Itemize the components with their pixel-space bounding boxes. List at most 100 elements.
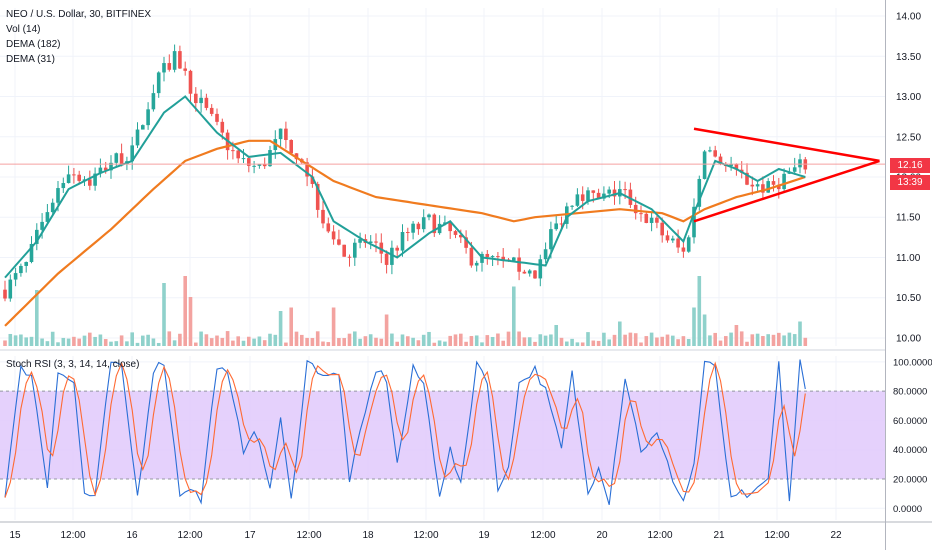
volume-bar	[623, 334, 627, 346]
time-tick-label: 21	[713, 530, 725, 541]
stoch-tick-label: 0.0000	[893, 504, 922, 515]
volume-bar	[517, 331, 521, 346]
volume-bar	[639, 342, 643, 346]
candle-body	[522, 271, 527, 274]
indicator-dema-31[interactable]: DEMA (31)	[6, 54, 55, 65]
volume-bar	[559, 337, 564, 346]
indicator-vol[interactable]: Vol (14)	[6, 24, 41, 35]
candle-body	[151, 93, 156, 110]
candle-body	[294, 153, 299, 160]
indicator-stoch-rsi[interactable]: Stoch RSI (3, 3, 14, 14, close)	[6, 359, 140, 370]
bar-countdown-badge: 13:39	[890, 175, 930, 190]
candle-body	[474, 262, 479, 266]
volume-bar	[480, 342, 484, 346]
candle-body	[353, 242, 357, 258]
volume-bar	[300, 334, 304, 346]
volume-bar	[109, 341, 113, 346]
candle-body	[681, 247, 686, 252]
candle-body	[713, 150, 717, 157]
volume-bar	[713, 332, 717, 346]
candle-body	[570, 205, 574, 207]
candle-body	[469, 247, 474, 266]
volume-bar	[50, 331, 55, 346]
symbol-title[interactable]: NEO / U.S. Dollar, 30, BITFINEX	[6, 9, 152, 20]
dema-31-line	[4, 95, 806, 279]
volume-bar	[681, 336, 686, 346]
volume-bar	[575, 342, 580, 346]
candle-body	[406, 232, 410, 234]
triangle-line	[693, 127, 880, 163]
stoch-band	[0, 391, 885, 479]
candle-body	[665, 235, 670, 241]
volume-bar	[459, 333, 463, 346]
volume-bar	[19, 334, 23, 346]
volume-bar	[13, 335, 18, 346]
volume-bar	[527, 337, 532, 346]
candle-body	[612, 189, 617, 197]
time-tick-label: 22	[830, 530, 842, 541]
volume-bar	[204, 334, 209, 346]
candle-body	[172, 51, 177, 70]
candle-body	[798, 159, 802, 168]
candle-body	[559, 223, 564, 225]
candle-body	[162, 63, 166, 73]
candle-body	[761, 184, 765, 193]
volume-bar	[755, 333, 760, 346]
volume-bar	[771, 334, 776, 346]
candle-body	[50, 202, 55, 213]
candle-body	[8, 279, 13, 299]
candle-body	[167, 63, 172, 70]
candle-body	[591, 190, 596, 193]
time-tick-label: 15	[9, 530, 21, 541]
volume-bar	[660, 336, 664, 346]
triangle-line	[693, 159, 880, 223]
candle-body	[379, 242, 384, 254]
candle-body	[771, 181, 776, 185]
stoch-axis[interactable]: 100.0000 80.0000 60.0000 40.0000 20.0000 0.00…	[893, 357, 932, 514]
candle-body	[45, 212, 50, 222]
indicator-dema-182[interactable]: DEMA (182)	[6, 39, 61, 50]
candle-body	[644, 213, 649, 223]
candle-body	[342, 244, 346, 257]
stoch-tick-label: 60.0000	[893, 416, 927, 427]
candle-body	[384, 253, 389, 265]
volume-bar	[24, 337, 28, 346]
candle-body	[448, 222, 452, 232]
volume-bar	[448, 335, 452, 346]
volume-bar	[522, 337, 527, 346]
volume-bar	[580, 342, 585, 346]
price-tick-label: 14.00	[896, 12, 921, 23]
volume-bar	[697, 276, 702, 346]
volume-bar	[443, 341, 447, 346]
time-tick-label: 12:00	[530, 530, 555, 541]
volume-bar	[739, 331, 744, 346]
volume-bar	[135, 342, 140, 346]
last-price-badge: 12.16	[890, 158, 930, 173]
time-axis[interactable]: 15 12:00 16 12:00 17 12:00 18 12:00 19 12:00 20 12:…	[9, 530, 842, 541]
volume-bar	[686, 338, 691, 346]
volume-bar	[633, 333, 638, 346]
volume-bar	[61, 337, 66, 346]
volume-bar	[156, 342, 161, 346]
candle-body	[257, 164, 262, 166]
volume-bar	[612, 334, 617, 346]
candle-body	[496, 256, 500, 258]
volume-bar	[289, 307, 293, 346]
volume-bar	[310, 338, 315, 346]
candle-body	[464, 237, 468, 248]
volume-bar	[347, 333, 352, 346]
candle-body	[501, 256, 505, 260]
time-tick-label: 12:00	[764, 530, 789, 541]
volume-bar	[702, 314, 707, 346]
volume-bar	[241, 340, 246, 346]
volume-bar	[93, 336, 97, 346]
candle-body	[114, 153, 119, 163]
volume-bar	[506, 331, 511, 346]
volume-bar	[745, 341, 749, 346]
candle-body	[639, 213, 643, 215]
candle-body	[437, 223, 442, 234]
volume-bar	[395, 341, 399, 346]
volume-bar	[798, 321, 802, 346]
candle-body	[671, 238, 675, 241]
